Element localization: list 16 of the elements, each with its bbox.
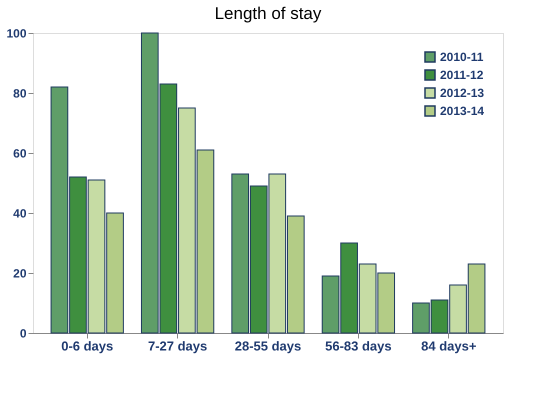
x-tick-label: 56-83 days	[325, 338, 392, 354]
y-tick-label: 20	[13, 266, 27, 280]
x-tick-label: 7-27 days	[148, 338, 208, 354]
legend-label: 2012-13	[440, 86, 484, 100]
legend-label: 2010-11	[440, 50, 484, 64]
legend-label: 2013-14	[440, 104, 484, 118]
x-tick-label: 28-55 days	[234, 338, 302, 354]
legend-label: 2011-12	[440, 68, 484, 82]
y-tick-label: 100	[6, 26, 27, 40]
chart-title: Length of stay	[214, 4, 322, 23]
y-tick-label: 0	[20, 326, 27, 340]
y-tick-label: 40	[13, 206, 27, 220]
y-tick-label: 80	[13, 86, 27, 100]
x-tick-label: 84 days+	[421, 338, 477, 354]
x-tick-label: 0-6 days	[61, 338, 114, 354]
y-tick-label: 60	[13, 146, 27, 160]
